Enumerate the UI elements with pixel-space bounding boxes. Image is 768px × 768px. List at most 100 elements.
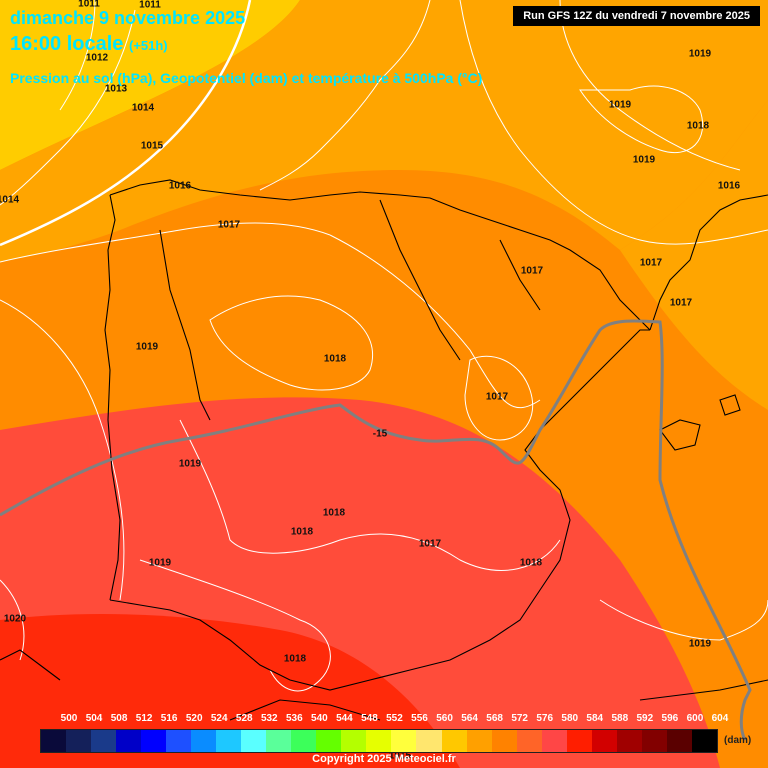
legend-color-cell xyxy=(316,730,342,752)
map-parameters: Pression au sol (hPa), Geopotentiel (dam… xyxy=(10,70,483,86)
pressure-label: 1016 xyxy=(717,180,741,192)
pressure-label: 1019 xyxy=(688,48,712,60)
legend-tick-label: 596 xyxy=(661,713,679,724)
legend-tick-label: 604 xyxy=(711,713,729,724)
legend-tick-label: 520 xyxy=(185,713,203,724)
legend-tick-label: 540 xyxy=(311,713,328,724)
legend-color-cell xyxy=(391,730,417,752)
pressure-label: 1017 xyxy=(485,391,509,403)
legend-tick-label: 564 xyxy=(461,713,478,724)
coastlines xyxy=(0,179,768,721)
pressure-label: 1019 xyxy=(148,557,172,569)
legend-color-cell xyxy=(466,730,492,752)
legend-color-cell xyxy=(541,730,567,752)
legend-tick-label: 512 xyxy=(135,713,153,724)
pressure-label: 1017 xyxy=(520,265,544,277)
legend-colorbar xyxy=(40,729,718,753)
forecast-time-value: 16:00 locale xyxy=(10,33,124,55)
legend-tick-label: 544 xyxy=(336,713,353,724)
legend-tick-label: 504 xyxy=(85,713,103,724)
pressure-label: 1020 xyxy=(3,613,27,625)
copyright: Copyright 2025 Meteociel.fr xyxy=(312,753,456,765)
legend-tick-label: 552 xyxy=(386,713,403,724)
legend-tick-label: 580 xyxy=(561,713,579,724)
legend-color-cell xyxy=(366,730,392,752)
legend-tick-label: 528 xyxy=(235,713,253,724)
legend-color-cell xyxy=(266,730,292,752)
pressure-label: 1018 xyxy=(519,557,543,569)
pressure-label: 1018 xyxy=(283,653,307,665)
band-564 xyxy=(0,0,300,170)
forecast-date: dimanche 9 novembre 2025 xyxy=(10,8,246,28)
band-568-east xyxy=(620,100,768,410)
forecast-time: 16:00 locale (+51h) xyxy=(10,33,168,56)
pressure-label: 1015 xyxy=(388,750,412,762)
legend-color-cell xyxy=(616,730,642,752)
pressure-label: 1018 xyxy=(686,120,710,132)
legend-color-cell xyxy=(416,730,442,752)
legend-color-cell xyxy=(166,730,192,752)
isotherm-minus-15 xyxy=(0,319,752,741)
pressure-label: 1015 xyxy=(140,140,164,152)
forecast-lead: (+51h) xyxy=(128,38,168,53)
legend-color-cell xyxy=(141,730,167,752)
pressure-label: 1018 xyxy=(290,526,314,538)
legend-tick-label: 576 xyxy=(536,713,554,724)
legend-tick-label: 548 xyxy=(361,713,378,724)
pressure-label: 1019 xyxy=(135,341,159,353)
pressure-label: 1019 xyxy=(178,458,202,470)
legend-color-cell xyxy=(291,730,317,752)
legend-color-cell xyxy=(116,730,142,752)
legend-color-cell xyxy=(241,730,267,752)
legend-tick-label: 568 xyxy=(486,713,503,724)
legend-tick-label: 516 xyxy=(160,713,178,724)
pressure-label: 1016 xyxy=(168,180,192,192)
legend-color-cell xyxy=(191,730,217,752)
legend-color-cell xyxy=(666,730,692,752)
legend-tick-label: 572 xyxy=(511,713,528,724)
legend-tick-label: 532 xyxy=(260,713,278,724)
legend-ticks: 500 504 508 512 516 520 524 528 532 536 540 544 548 5… xyxy=(0,713,768,727)
legend-color-cell xyxy=(641,730,667,752)
pressure-label: 1011 xyxy=(78,0,100,10)
legend-color-cell xyxy=(491,730,517,752)
legend-tick-label: 500 xyxy=(60,713,78,724)
isotherm-label: -15 xyxy=(372,428,388,440)
pressure-label: 1014 xyxy=(0,194,20,206)
legend-unit: (dam) xyxy=(724,735,752,746)
pressure-label: 1013 xyxy=(104,83,128,95)
pressure-label: 1017 xyxy=(669,297,693,309)
legend-color-cell xyxy=(66,730,92,752)
legend-tick-label: 536 xyxy=(285,713,303,724)
isobars xyxy=(0,0,768,692)
pressure-label: 1019 xyxy=(688,638,712,650)
pressure-label: 1012 xyxy=(85,52,109,64)
legend-tick-label: 524 xyxy=(210,713,228,724)
legend-tick-label: 508 xyxy=(110,713,128,724)
pressure-label: 1017 xyxy=(639,257,663,269)
pressure-label: 1019 xyxy=(608,99,632,111)
pressure-label: 1018 xyxy=(323,353,347,365)
legend-color-cell xyxy=(691,730,717,752)
legend-color-cell xyxy=(341,730,367,752)
pressure-label: 1011 xyxy=(139,0,161,11)
legend-color-cell xyxy=(91,730,117,752)
model-run-info: Run GFS 12Z du vendredi 7 novembre 2025 xyxy=(513,6,760,26)
band-568 xyxy=(0,0,768,262)
pressure-label: 1014 xyxy=(131,102,155,114)
pressure-label: 1019 xyxy=(632,154,656,166)
pressure-label: 1017 xyxy=(217,219,241,231)
pressure-label: 1018 xyxy=(322,507,346,519)
legend-color-cell xyxy=(216,730,242,752)
legend-tick-label: 592 xyxy=(636,713,654,724)
legend-tick-label: 600 xyxy=(686,713,704,724)
legend-tick-label: 556 xyxy=(411,713,428,724)
legend-tick-label: 584 xyxy=(586,713,604,724)
legend-color-cell xyxy=(566,730,592,752)
legend-tick-label: 560 xyxy=(436,713,453,724)
legend-color-cell xyxy=(516,730,542,752)
legend-tick-label: 588 xyxy=(611,713,629,724)
legend-color-cell xyxy=(591,730,617,752)
